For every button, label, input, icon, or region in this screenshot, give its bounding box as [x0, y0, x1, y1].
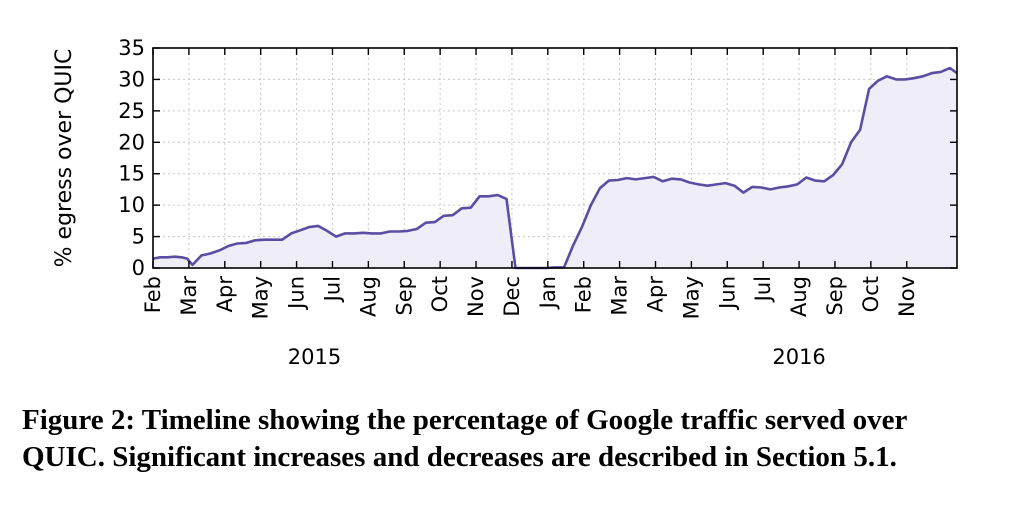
x-tick-label: Mar	[177, 276, 201, 316]
x-tick-label: Apr	[213, 276, 237, 313]
y-tick-label: 5	[132, 225, 145, 249]
x-tick-label: Jun	[285, 276, 309, 311]
x-axis-ticks: Feb Mar Apr May Jun Jul Aug Sep Oct Nov Dec Jan Feb M…	[141, 48, 919, 319]
x-tick-label: Aug	[787, 276, 811, 317]
x-tick-label: Feb	[572, 276, 596, 313]
x-tick-label: Jan	[536, 276, 560, 310]
figure-caption: Figure 2: Timeline showing the percentag…	[22, 402, 1017, 476]
caption-line-1: Figure 2: Timeline showing the percentag…	[22, 404, 908, 436]
x-tick-label: Nov	[895, 276, 919, 317]
x-tick-label: Mar	[608, 276, 632, 316]
plot-frame	[152, 47, 958, 269]
y-axis-ticks: 0 5 10 15 20 25 30 35	[118, 36, 957, 280]
x-tick-label: Jul	[320, 276, 344, 303]
x-tick-label: Dec	[500, 276, 524, 317]
x-tick-label: Jul	[751, 276, 775, 303]
year-labels: 2015 2016	[288, 345, 826, 369]
series-area-fill	[153, 68, 957, 268]
y-tick-label: 35	[118, 36, 145, 60]
x-tick-label: Apr	[644, 276, 668, 313]
x-tick-label: Feb	[141, 276, 165, 313]
x-tick-label: Aug	[356, 276, 380, 317]
x-tick-label: Jun	[715, 276, 739, 311]
year-label: 2016	[772, 345, 825, 369]
year-label: 2015	[288, 345, 341, 369]
x-tick-label: Nov	[464, 276, 488, 317]
y-tick-label: 25	[118, 99, 145, 123]
y-tick-label: 10	[118, 193, 145, 217]
x-tick-label: May	[249, 276, 273, 319]
y-tick-label: 15	[118, 162, 145, 186]
y-axis-label: % egress over QUIC	[52, 49, 77, 268]
quic-timeline-chart: 0 5 10 15 20 25 30 35 Feb Mar Apr May Jun Jul Aug Sep O…	[52, 36, 958, 369]
y-tick-label: 30	[118, 67, 145, 91]
x-tick-label: Oct	[428, 276, 452, 312]
x-tick-label: Sep	[823, 276, 847, 316]
y-tick-label: 20	[118, 130, 145, 154]
x-tick-label: May	[679, 276, 703, 319]
y-tick-label: 0	[132, 256, 145, 280]
x-tick-label: Oct	[859, 276, 883, 312]
caption-line-2: QUIC. Significant increases and decrease…	[22, 441, 897, 473]
x-tick-label: Sep	[392, 276, 416, 316]
